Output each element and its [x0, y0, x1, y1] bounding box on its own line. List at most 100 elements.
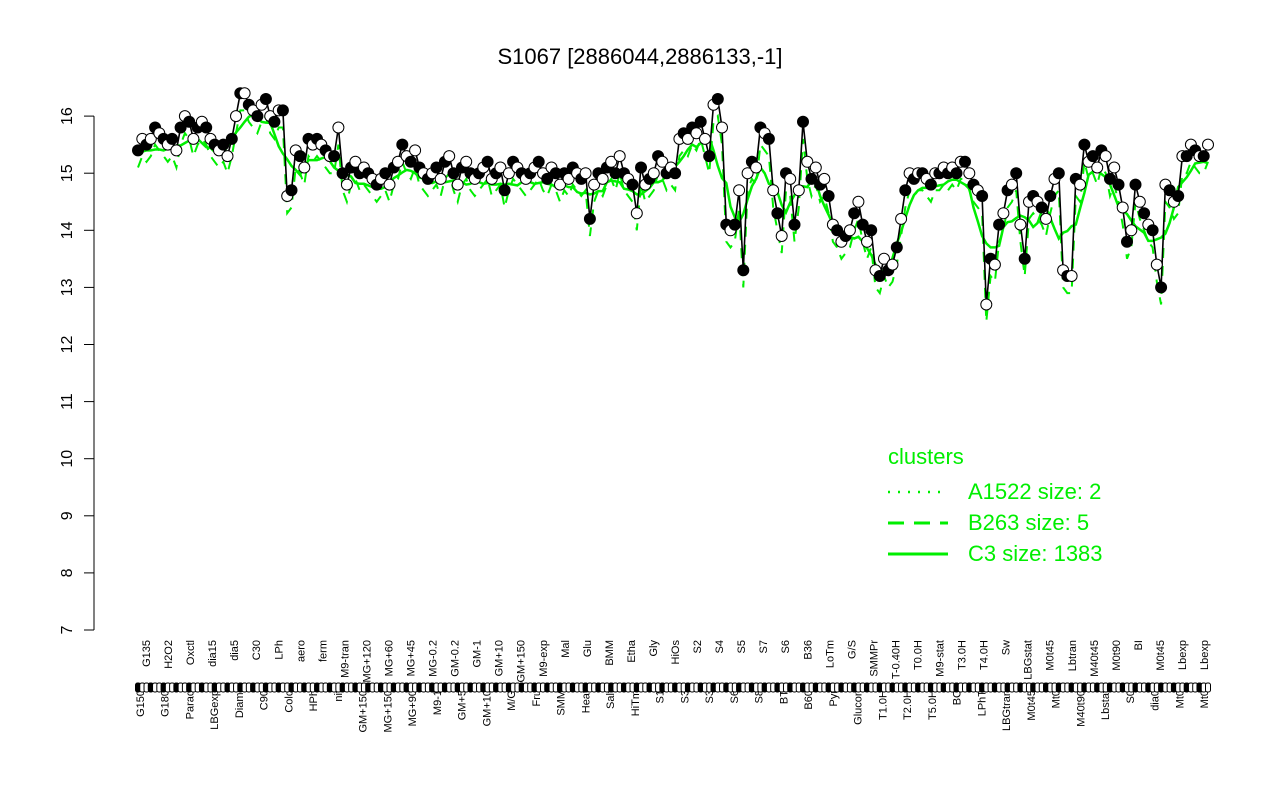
x-tick-label: dia0 — [1150, 690, 1162, 711]
x-tick-label: T-0.40H — [890, 640, 902, 679]
x-tick-label: Diami — [234, 690, 246, 718]
data-point — [1074, 178, 1087, 191]
data-point — [797, 115, 809, 128]
x-tick-label: G/S — [846, 640, 858, 659]
x-tick-label: M9-exp — [538, 640, 550, 677]
data-points — [132, 87, 1214, 311]
data-point — [183, 115, 196, 128]
data-point — [831, 224, 844, 237]
data-point — [1099, 150, 1112, 163]
data-point — [294, 150, 306, 163]
x-tick-label: GM+10 — [481, 690, 493, 726]
data-point — [728, 218, 741, 231]
data-point — [1155, 281, 1168, 294]
x-tick-label: GM+10 — [494, 640, 506, 676]
x-tick-label: S2 — [692, 640, 704, 653]
x-tick-label: HiOs — [670, 640, 682, 665]
data-point — [980, 298, 993, 311]
x-tick-label: M/G — [506, 690, 518, 711]
data-point — [144, 132, 157, 145]
x-tick-label: GM+150 — [516, 640, 528, 683]
x-tick-label: MG-0.2 — [428, 640, 440, 677]
x-tick-label: LBGtran — [1001, 690, 1013, 731]
x-tick-label: ferm — [317, 640, 329, 662]
data-point — [230, 110, 242, 123]
data-point — [1044, 190, 1057, 202]
x-tick-label: Lbstat — [1100, 690, 1112, 720]
data-point — [1035, 201, 1048, 214]
cluster-b263-line — [137, 109, 1209, 322]
x-tick-label: MG+120 — [361, 640, 373, 683]
data-point — [588, 178, 601, 191]
x-tick-label: MG+90 — [407, 690, 419, 726]
x-tick-label: M0t45 — [1026, 690, 1038, 721]
data-point — [268, 115, 281, 128]
data-point — [460, 155, 473, 168]
data-point — [1052, 167, 1065, 180]
x-tick-label: M9-tran — [339, 640, 351, 678]
x-tick-label: T0.0H — [912, 640, 924, 670]
data-point — [1010, 167, 1023, 180]
data-point — [396, 138, 409, 151]
data-point — [532, 155, 545, 168]
y-tick-label: 14 — [59, 221, 76, 239]
x-tick-label: S8 — [754, 690, 766, 703]
data-point — [383, 178, 396, 191]
x-tick-label: M0t45 — [1045, 640, 1057, 671]
x-tick-label: T3.0H — [957, 640, 969, 670]
x-tick-label: M40t45 — [1089, 640, 1101, 677]
data-point — [1040, 212, 1052, 225]
data-point — [699, 132, 711, 145]
data-point — [379, 167, 392, 180]
x-tick-label: C30 — [251, 640, 263, 660]
x-tick-label: Mt0 — [1199, 690, 1211, 708]
data-point — [170, 144, 183, 157]
data-point — [259, 93, 272, 105]
x-tick-label: GM-0.2 — [450, 640, 462, 677]
data-point — [626, 178, 639, 191]
data-point — [392, 155, 404, 168]
x-tick-label: Heat — [580, 690, 592, 713]
x-tick-label: M0t90 — [1111, 640, 1123, 671]
x-tick-label: BC — [952, 690, 964, 705]
data-point — [1180, 150, 1193, 163]
data-point — [848, 207, 861, 220]
data-point — [771, 207, 784, 220]
data-point — [187, 132, 200, 145]
data-point — [132, 144, 144, 157]
data-point — [1121, 235, 1133, 248]
data-point — [200, 121, 213, 134]
data-point — [1133, 195, 1146, 208]
x-tick-label: T1.0H — [877, 690, 889, 720]
data-point — [174, 121, 187, 134]
data-point — [1091, 161, 1104, 174]
x-tick-label: Salt — [605, 690, 617, 709]
x-tick-label: Gly — [648, 640, 660, 657]
x-tick-label: M40t90 — [1075, 690, 1087, 727]
data-point — [434, 172, 447, 185]
x-tick-label: Mt0 — [1051, 690, 1063, 708]
x-tick-label: aero — [295, 640, 307, 662]
data-point — [221, 150, 234, 163]
x-tick-label: SMMPr — [868, 640, 880, 677]
data-point — [430, 161, 443, 174]
data-point — [861, 235, 873, 248]
x-tick-label: Lbtran — [1067, 640, 1079, 671]
data-point — [788, 218, 801, 231]
data-point — [716, 121, 728, 134]
x-tick-label: MG+45 — [406, 640, 418, 676]
y-tick-label: 13 — [59, 278, 76, 296]
y-tick-label: 15 — [59, 164, 76, 182]
data-point — [669, 167, 682, 180]
x-tick-label: BMM — [604, 640, 616, 666]
x-tick-label: GM+5 — [457, 690, 469, 720]
data-point — [298, 161, 311, 174]
data-point — [349, 155, 362, 168]
data-point — [843, 224, 856, 237]
data-point — [1172, 190, 1185, 202]
data-point — [959, 155, 971, 168]
data-point — [409, 144, 422, 157]
data-point — [1078, 138, 1091, 151]
data-point — [741, 167, 754, 180]
data-point — [498, 184, 511, 197]
